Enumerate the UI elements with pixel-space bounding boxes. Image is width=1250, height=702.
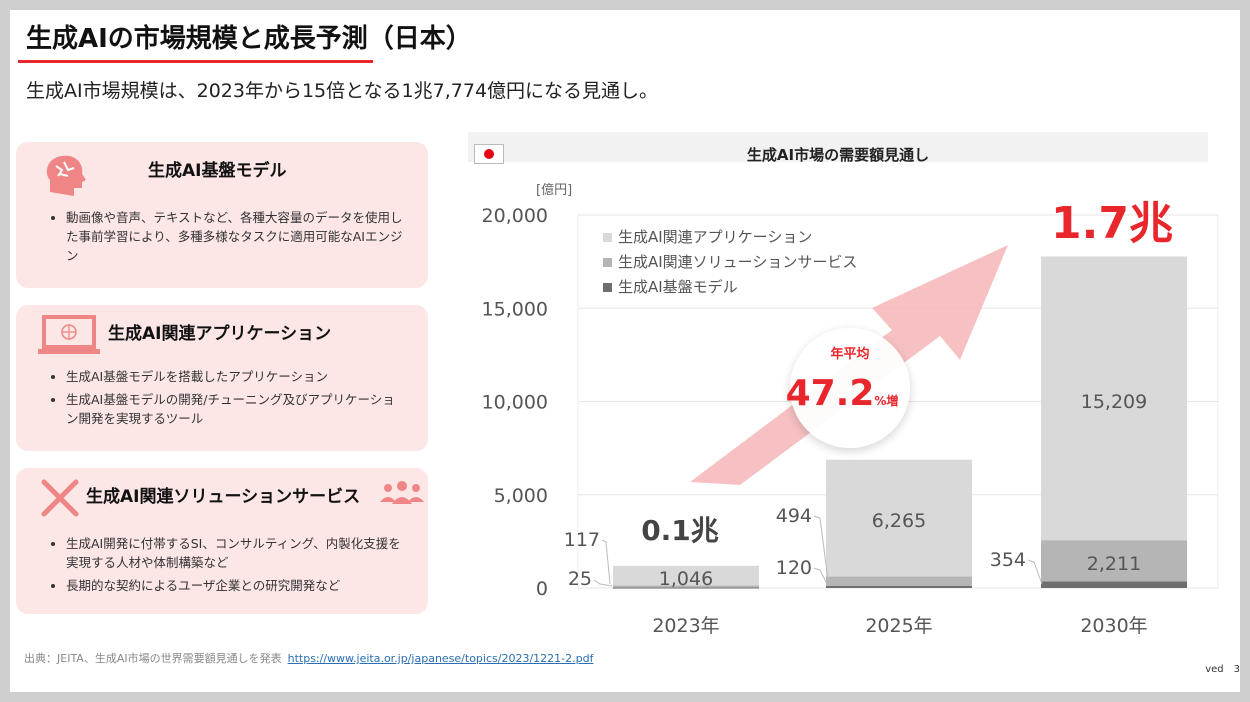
laptop-globe-icon — [38, 315, 100, 354]
x-tick-label: 2030年 — [1080, 615, 1147, 637]
x-tick-label: 2023年 — [652, 615, 719, 637]
data-label: 15,209 — [1081, 391, 1147, 413]
data-label: 6,265 — [872, 510, 926, 532]
data-label: 117 — [564, 529, 600, 551]
card-solution-service: 生成AI関連ソリューションサービス 生成AI開発に付帯するSI、コンサルティング… — [16, 468, 428, 614]
bar-segment — [1041, 256, 1187, 541]
title-underline — [18, 60, 373, 63]
footer: 出典：JEITA、生成AI市場の世界需要額見通しを発表 https://www.j… — [24, 650, 593, 666]
bar-segment — [613, 565, 759, 586]
chart-title: 生成AI市場の需要額見通し — [746, 146, 930, 164]
bullet-item: 長期的な契約によるユーザ企業との研究開発など — [66, 576, 406, 595]
bar-segment — [1041, 581, 1187, 588]
cagr-text: 47.2%増 — [786, 373, 899, 414]
bullet-list: 生成AI基盤モデルを搭載したアプリケーション 生成AI基盤モデルの開発/チューニ… — [44, 367, 406, 432]
tools-icon — [41, 479, 79, 517]
bar-segment — [826, 459, 972, 577]
source-text: 出典：JEITA、生成AI市場の世界需要額見通しを発表 — [24, 652, 282, 665]
end-annotation: 1.7兆 — [1051, 198, 1173, 249]
chart-title-bar: 生成AI市場の需要額見通し — [468, 132, 1208, 164]
bullet-item: 生成AI開発に付帯するSI、コンサルティング、内製化支援を実現する人材や体制構築… — [66, 534, 406, 572]
bullet-list: 生成AI開発に付帯するSI、コンサルティング、内製化支援を実現する人材や体制構築… — [44, 534, 406, 599]
bullet-item: 生成AI基盤モデルの開発/チューニング及びアプリケーション開発を実現するツール — [66, 390, 406, 428]
brain-head-icon — [46, 155, 86, 196]
y-tick-label: 5,000 — [494, 485, 548, 507]
cagr-unit: %増 — [874, 393, 898, 408]
leader-line — [1027, 559, 1043, 585]
card-heading: 生成AI基盤モデル — [148, 161, 287, 181]
cagr-label: 年平均 — [830, 346, 869, 362]
people-group-icon — [380, 481, 424, 504]
cagr-value: 47.2 — [786, 373, 875, 414]
page-number: ved 3 — [1205, 664, 1240, 675]
data-label: 1,046 — [659, 568, 713, 590]
data-label: 2,211 — [1087, 553, 1141, 575]
data-label: 354 — [990, 549, 1026, 571]
card-application: 生成AI関連アプリケーション 生成AI基盤モデルを搭載したアプリケーション 生成… — [16, 305, 428, 451]
y-tick-label: 15,000 — [482, 298, 548, 320]
page-title: 生成AIの市場規模と成長予測（日本） — [26, 24, 472, 54]
page-subtitle: 生成AI市場規模は、2023年から15倍となる1兆7,774億円になる見通し。 — [26, 80, 659, 102]
bar-segment — [826, 585, 972, 588]
card-heading: 生成AI関連ソリューションサービス — [86, 487, 361, 507]
legend-swatch — [603, 283, 612, 292]
leader-line — [601, 539, 611, 585]
legend-swatch — [603, 233, 612, 242]
bar-segment — [1041, 540, 1187, 582]
legend-label: 生成AI基盤モデル — [618, 278, 738, 296]
data-label: 25 — [568, 568, 592, 590]
y-tick-label: 20,000 — [482, 205, 548, 227]
source-link[interactable]: https://www.jeita.or.jp/japanese/topics/… — [287, 652, 594, 665]
bullet-item: 動画像や音声、テキストなど、各種大容量のデータを使用した事前学習により、多種多様… — [66, 208, 406, 265]
bar-segment — [613, 587, 759, 589]
data-label: 494 — [776, 505, 812, 527]
leader-line — [813, 567, 829, 587]
legend-label: 生成AI関連アプリケーション — [618, 228, 812, 246]
x-tick-label: 2025年 — [865, 615, 932, 637]
leader-line — [813, 515, 829, 581]
card-foundation-model: 生成AI基盤モデル 動画像や音声、テキストなど、各種大容量のデータを使用した事前… — [16, 142, 428, 288]
card-heading: 生成AI関連アプリケーション — [108, 324, 332, 344]
cagr-bubble — [790, 328, 910, 448]
y-tick-label: 10,000 — [482, 392, 548, 414]
legend-swatch — [603, 258, 612, 267]
bar-segment — [826, 576, 972, 586]
bar-segment — [613, 585, 759, 588]
start-annotation: 0.1兆 — [641, 514, 719, 547]
data-label: 120 — [776, 557, 812, 579]
bullet-item: 生成AI基盤モデルを搭載したアプリケーション — [66, 367, 406, 386]
legend-label: 生成AI関連ソリューションサービス — [618, 253, 857, 271]
bullet-list: 動画像や音声、テキストなど、各種大容量のデータを使用した事前学習により、多種多様… — [44, 208, 406, 269]
y-tick-label: 0 — [536, 578, 548, 600]
japan-flag-icon — [474, 144, 504, 164]
leader-line — [593, 579, 613, 587]
y-axis-unit: [億円] — [536, 182, 572, 198]
